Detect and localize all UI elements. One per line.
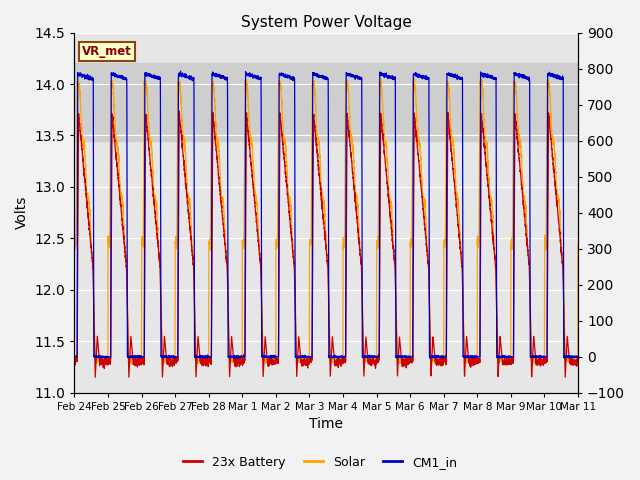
Solar [131,355,138,360]
Solar [525,256,533,262]
23x Battery [70,359,78,365]
CM1_in [574,354,582,360]
Line: 23x Battery: 23x Battery [74,111,578,377]
23x Battery [264,360,271,366]
Text: VR_met: VR_met [82,45,132,58]
Solar [411,75,419,81]
Solar [499,362,506,368]
Y-axis label: Volts: Volts [15,196,29,229]
Line: Solar: Solar [74,78,578,365]
Solar [264,356,271,362]
Solar [528,357,536,362]
23x Battery [92,374,99,380]
Solar [386,192,394,198]
Solar [548,123,556,129]
CM1_in [131,353,138,359]
CM1_in [177,68,184,74]
Legend: 23x Battery, Solar, CM1_in: 23x Battery, Solar, CM1_in [178,451,462,474]
CM1_in [547,72,555,77]
23x Battery [386,208,394,214]
CM1_in [386,74,394,80]
23x Battery [175,108,183,114]
CM1_in [525,74,533,80]
Line: CM1_in: CM1_in [74,71,578,359]
23x Battery [525,264,533,270]
23x Battery [528,374,536,380]
CM1_in [264,355,271,360]
Title: System Power Voltage: System Power Voltage [241,15,412,30]
Solar [574,242,582,248]
23x Battery [548,144,556,149]
CM1_in [70,354,78,360]
Solar [70,239,78,245]
X-axis label: Time: Time [309,418,343,432]
CM1_in [528,354,536,360]
Bar [74,63,578,141]
CM1_in [561,356,568,361]
23x Battery [131,360,139,366]
23x Battery [574,354,582,360]
